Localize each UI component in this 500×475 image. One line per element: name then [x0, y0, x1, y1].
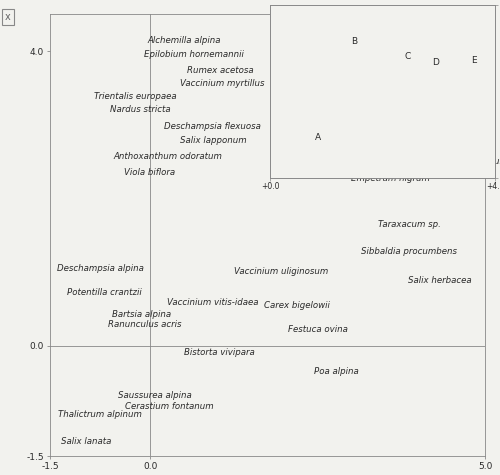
Text: Deschampsia flexuosa: Deschampsia flexuosa — [164, 123, 260, 132]
Text: Ranunculus acris: Ranunculus acris — [108, 321, 182, 330]
Text: Epilobium hornemannii: Epilobium hornemannii — [144, 50, 244, 59]
Text: Taraxacum sp.: Taraxacum sp. — [378, 219, 441, 228]
Text: Salix herbacea: Salix herbacea — [408, 276, 472, 285]
Text: Nardus stricta: Nardus stricta — [110, 105, 171, 114]
Text: Thalictrum alpinum: Thalictrum alpinum — [58, 409, 142, 418]
Text: Vaccinium myrtillus: Vaccinium myrtillus — [180, 79, 265, 88]
Text: E: E — [471, 56, 476, 65]
Text: Vaccinium uliginosum: Vaccinium uliginosum — [234, 267, 328, 276]
Text: Rumex acetosa: Rumex acetosa — [187, 66, 254, 76]
Text: Potentilla crantzii: Potentilla crantzii — [66, 288, 142, 297]
Text: C: C — [404, 52, 411, 61]
Text: Poa alpina: Poa alpina — [314, 367, 359, 376]
Text: Salix lapponum: Salix lapponum — [180, 136, 247, 145]
Text: Diphasiastrum alpinum: Diphasiastrum alpinum — [274, 157, 374, 166]
Text: Anthoxanthum odoratum: Anthoxanthum odoratum — [114, 152, 222, 161]
Text: D: D — [432, 58, 440, 67]
Text: Bartsia alpina: Bartsia alpina — [112, 310, 170, 319]
Text: Saussurea alpina: Saussurea alpina — [118, 391, 192, 400]
Text: Cerastium fontanum: Cerastium fontanum — [125, 402, 214, 411]
Text: Festuca ovina: Festuca ovina — [288, 325, 348, 334]
Text: Phleum alpinum: Phleum alpinum — [438, 157, 500, 166]
Text: Empetrum nigrum: Empetrum nigrum — [351, 174, 430, 183]
Text: B: B — [352, 37, 358, 46]
Text: Deschampsia alpina: Deschampsia alpina — [56, 264, 144, 273]
Text: x: x — [5, 12, 11, 22]
Text: Sibbaldia procumbens: Sibbaldia procumbens — [361, 247, 457, 256]
Text: Salix lanata: Salix lanata — [62, 437, 112, 446]
Text: Viola biflora: Viola biflora — [124, 168, 174, 177]
Text: Vaccinium vitis-idaea: Vaccinium vitis-idaea — [167, 298, 258, 307]
Text: Carex bigelowii: Carex bigelowii — [264, 301, 330, 310]
Text: A: A — [315, 133, 321, 142]
Text: Carex brunnescens: Carex brunnescens — [301, 140, 384, 149]
Text: Bistorta vivipara: Bistorta vivipara — [184, 349, 254, 357]
Text: Trientalis europaea: Trientalis europaea — [94, 92, 176, 101]
Text: Alchemilla alpina: Alchemilla alpina — [147, 36, 220, 45]
